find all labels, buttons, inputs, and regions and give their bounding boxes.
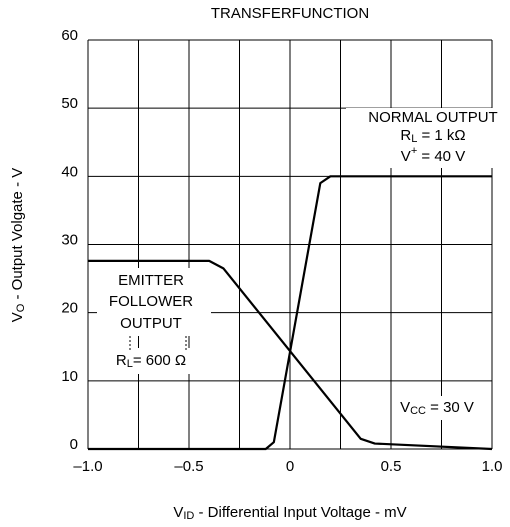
text-part: = 1 kΩ [417, 127, 465, 144]
label-background [398, 396, 476, 420]
series-line [88, 259, 493, 451]
x-tick-label: 0 [286, 458, 294, 475]
label-background [97, 348, 205, 374]
annotation: NORMAL OUTPUT [368, 109, 497, 126]
y-tick-label: 20 [61, 300, 78, 317]
text-part: R [400, 127, 411, 144]
text-part: ID [183, 510, 194, 522]
text-part: V [9, 312, 26, 322]
x-tick-label: 0.5 [381, 458, 402, 475]
annotation: FOLLOWER [109, 293, 193, 310]
text-part: V [401, 148, 411, 165]
annotation: EMITTER [118, 272, 184, 289]
text-part: NORMAL OUTPUT [368, 109, 497, 126]
text-part: O [15, 303, 27, 312]
text-part: = 40 V [417, 148, 465, 165]
y-axis-label: VO - Output Volgate - V [9, 168, 27, 323]
x-axis-label: VID - Differential Input Voltage - mV [173, 504, 406, 522]
text-part: V [400, 399, 410, 416]
text-part: + [411, 145, 417, 157]
text-part: = 600 Ω [133, 352, 186, 369]
text-part: OUTPUT [120, 315, 182, 332]
annotation: VCC = 30 V [400, 399, 474, 417]
x-tick-label: –1.0 [73, 458, 102, 475]
text-part: = 30 V [426, 399, 474, 416]
text-part: CC [410, 405, 426, 417]
y-tick-label: 0 [70, 436, 78, 453]
annotation: RL= 600 Ω [116, 352, 186, 370]
annotation: V+ = 40 V [401, 145, 465, 165]
series-line [88, 175, 492, 451]
text-part: R [116, 352, 127, 369]
text-part: - Differential Input Voltage - mV [194, 504, 406, 521]
y-tick-label: 50 [61, 95, 78, 112]
y-tick-label: 30 [61, 231, 78, 248]
text-part: EMITTER [118, 272, 184, 289]
label-background [97, 268, 211, 336]
annotation: RL = 1 kΩ [400, 127, 465, 145]
x-tick-label: –0.5 [174, 458, 203, 475]
x-tick-label: 1.0 [482, 458, 503, 475]
text-part: L [127, 358, 133, 370]
label-background [346, 108, 510, 168]
chart-title: TRANSFERFUNCTION [211, 5, 369, 22]
y-tick-label: 10 [61, 368, 78, 385]
y-tick-label: 40 [61, 163, 78, 180]
text-part: V [173, 504, 183, 521]
text-part: - Output Volgate - V [9, 168, 26, 304]
y-tick-label: 60 [61, 27, 78, 44]
text-part: L [411, 133, 417, 145]
annotation: OUTPUT [120, 315, 182, 332]
text-part: FOLLOWER [109, 293, 193, 310]
